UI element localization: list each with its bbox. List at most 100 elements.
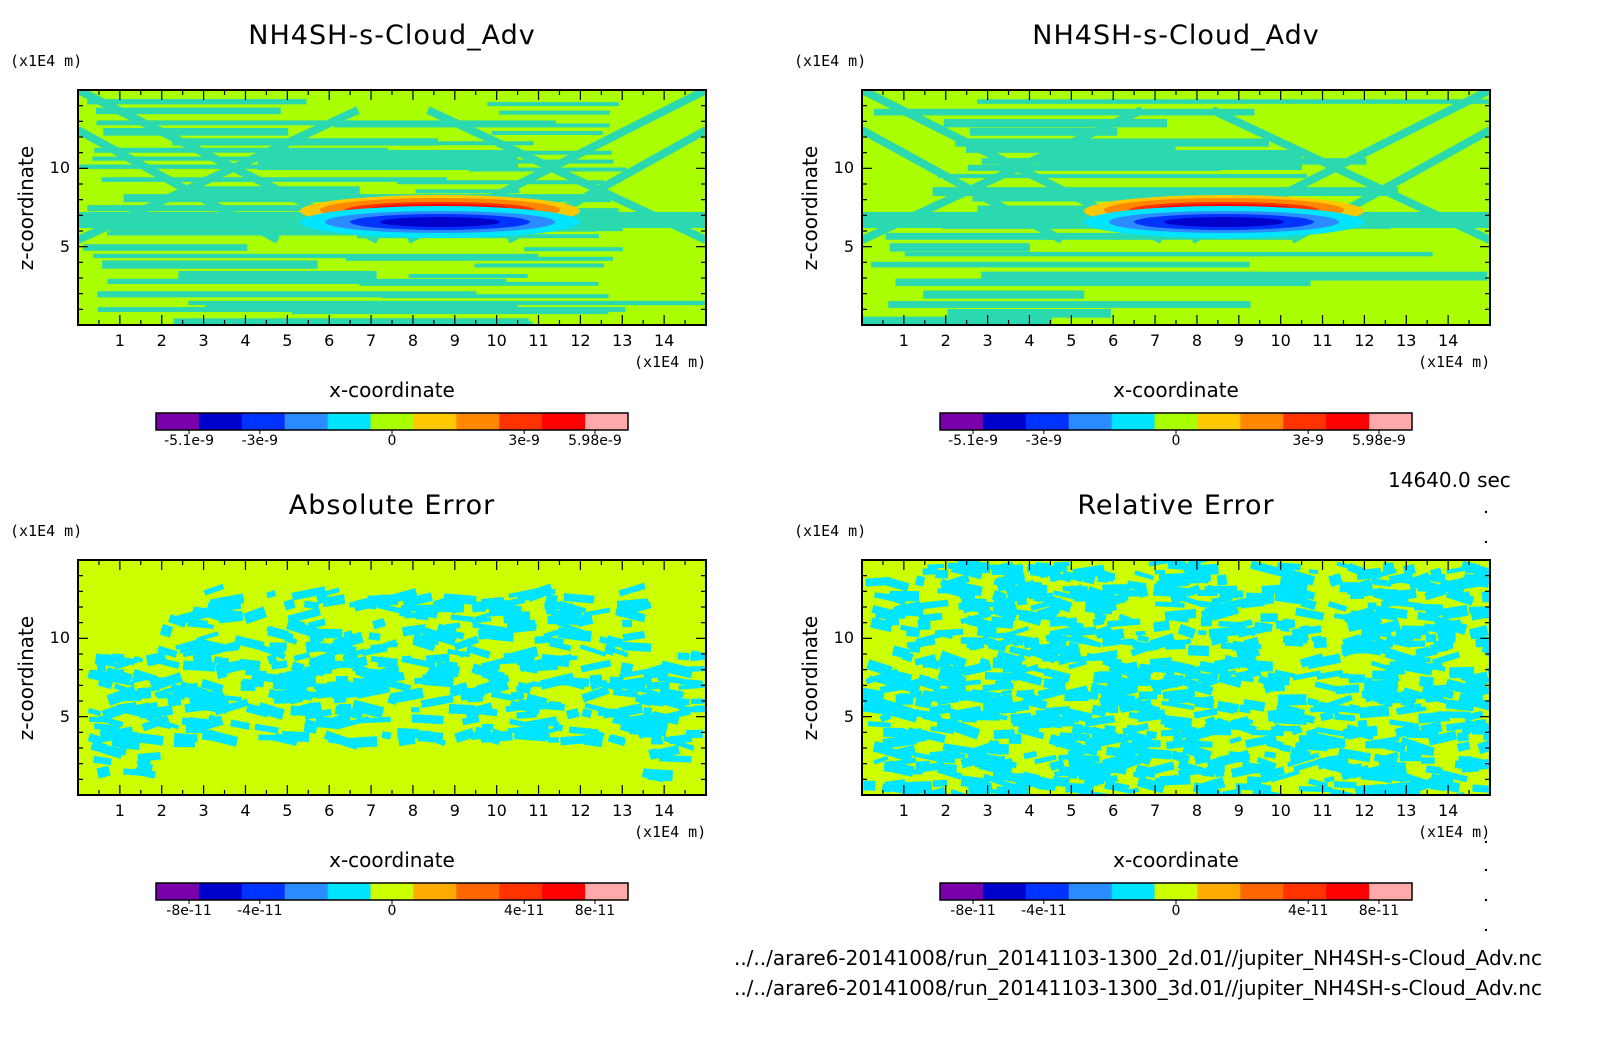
pattern-patch bbox=[1207, 726, 1227, 733]
pattern-patch bbox=[1463, 710, 1484, 722]
pattern-patch bbox=[1433, 640, 1454, 649]
pattern-patch bbox=[927, 563, 945, 569]
pattern-patch bbox=[620, 662, 634, 675]
pattern-patch bbox=[1186, 678, 1214, 693]
pattern-patch bbox=[1036, 592, 1054, 602]
pattern-patch bbox=[1439, 578, 1465, 592]
x-tick-label: 7 bbox=[365, 801, 377, 820]
colorbar-label: -3e-9 bbox=[1025, 433, 1063, 449]
pattern-patch bbox=[1280, 696, 1294, 707]
pattern-patch bbox=[1153, 620, 1171, 633]
pattern-patch bbox=[1194, 790, 1222, 795]
pattern-patch bbox=[1004, 584, 1020, 593]
pattern-patch bbox=[887, 700, 914, 717]
pattern-patch bbox=[1164, 639, 1186, 650]
pattern-patch bbox=[1327, 600, 1348, 612]
pattern-patch bbox=[1354, 784, 1385, 795]
pattern-patch bbox=[182, 660, 216, 672]
colorbar-segment bbox=[1197, 883, 1241, 900]
pattern-patch bbox=[1216, 750, 1251, 767]
pattern-patch bbox=[1011, 715, 1035, 728]
pattern-patch bbox=[196, 606, 209, 613]
pattern-patch bbox=[451, 630, 465, 640]
pattern-patch bbox=[1323, 776, 1335, 783]
pattern-patch bbox=[1119, 751, 1152, 770]
pattern-patch bbox=[97, 715, 124, 728]
pattern-patch bbox=[1270, 682, 1285, 692]
pattern-patch bbox=[216, 671, 228, 680]
pattern-patch bbox=[987, 693, 1014, 709]
pattern-patch bbox=[996, 785, 1029, 795]
pattern-patch bbox=[634, 694, 653, 707]
pattern-patch bbox=[590, 679, 608, 691]
pattern-patch bbox=[94, 653, 117, 668]
colorbar-segment bbox=[413, 883, 457, 900]
margin-dot bbox=[1484, 510, 1488, 514]
pattern-patch bbox=[1425, 633, 1437, 643]
pattern-patch bbox=[1358, 620, 1388, 632]
pattern-patch bbox=[1360, 774, 1392, 783]
pattern-patch bbox=[1410, 640, 1426, 647]
colorbar-segment bbox=[284, 413, 329, 430]
x-tick-label: 6 bbox=[324, 801, 335, 820]
pattern-patch bbox=[253, 642, 279, 657]
pattern-patch bbox=[1337, 705, 1373, 715]
pattern-patch bbox=[322, 593, 345, 604]
pattern-patch bbox=[306, 625, 321, 636]
pattern-patch bbox=[580, 659, 612, 673]
pattern-patch bbox=[542, 636, 564, 645]
colorbar-segment bbox=[499, 883, 543, 900]
pattern-band bbox=[374, 141, 534, 146]
pattern-patch bbox=[503, 611, 531, 624]
x-axis-label: x-coordinate bbox=[329, 378, 455, 402]
pattern-patch bbox=[1414, 776, 1440, 793]
pattern-patch bbox=[175, 639, 197, 650]
pattern-patch bbox=[1316, 669, 1344, 680]
pattern-patch bbox=[863, 780, 876, 791]
pattern-band bbox=[87, 205, 461, 212]
x-tick-label: 8 bbox=[407, 331, 419, 350]
pattern-patch bbox=[1023, 636, 1040, 649]
pattern-band bbox=[178, 270, 377, 280]
pattern-patch bbox=[568, 726, 599, 736]
pattern-patch bbox=[1034, 754, 1057, 765]
pattern-patch bbox=[1379, 758, 1393, 766]
pattern-patch bbox=[474, 731, 501, 745]
colorbar-segment bbox=[1068, 883, 1113, 900]
x-tick-label: 6 bbox=[1108, 331, 1119, 350]
pattern-band bbox=[83, 244, 248, 251]
pattern-band bbox=[889, 243, 1030, 252]
pattern-patch bbox=[646, 681, 670, 690]
pattern-patch bbox=[137, 732, 164, 746]
pattern-patch bbox=[1134, 570, 1155, 581]
pattern-patch bbox=[976, 626, 997, 638]
pattern-patch bbox=[1234, 668, 1262, 681]
pattern-patch bbox=[560, 735, 590, 746]
pattern-patch bbox=[101, 703, 126, 721]
pattern-patch bbox=[1193, 708, 1218, 719]
pattern-patch bbox=[1428, 730, 1458, 746]
x-tick-label: 14 bbox=[653, 331, 675, 350]
pattern-patch bbox=[1000, 707, 1017, 714]
pattern-patch bbox=[1127, 787, 1139, 794]
colorbar-segment bbox=[456, 413, 500, 430]
pattern-patch bbox=[1406, 657, 1431, 663]
pattern-patch bbox=[581, 685, 610, 703]
pattern-patch bbox=[1350, 589, 1364, 600]
pattern-patch bbox=[1080, 725, 1106, 736]
colorbar-label: 5.98e-9 bbox=[568, 433, 622, 449]
pattern-band bbox=[938, 174, 1307, 179]
pattern-patch bbox=[927, 786, 947, 795]
pattern-patch bbox=[679, 678, 703, 687]
x-tick-label: 4 bbox=[240, 801, 251, 820]
pattern-patch bbox=[1420, 662, 1446, 672]
x-tick-label: 9 bbox=[449, 331, 460, 350]
pattern-patch bbox=[1420, 757, 1435, 764]
pattern-patch bbox=[1197, 589, 1218, 597]
chart-panel-1 bbox=[77, 89, 707, 434]
x-tick-label: 14 bbox=[1437, 801, 1459, 820]
pattern-patch bbox=[1064, 691, 1089, 702]
pattern-patch bbox=[1250, 560, 1285, 578]
x-tick-label: 5 bbox=[1066, 801, 1077, 820]
x-tick-label: 12 bbox=[1354, 801, 1375, 820]
